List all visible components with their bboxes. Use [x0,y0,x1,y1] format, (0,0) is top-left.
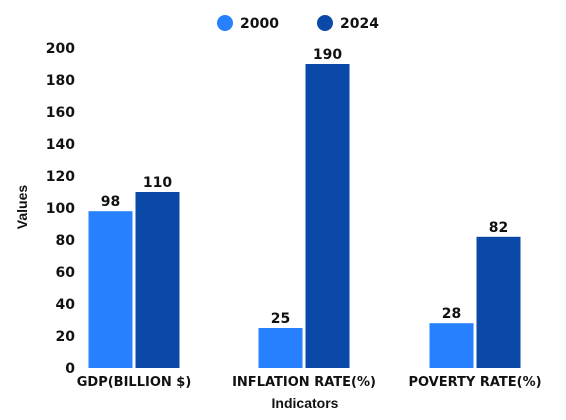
legend-label: 2000 [240,16,279,32]
y-tick-label: 40 [56,297,76,313]
x-tick-label: GDP(BILLION $) [77,375,192,390]
bars [88,64,521,368]
legend-swatch-2024 [317,15,333,31]
legend: 2000 2024 [217,15,379,32]
data-labels: 98 110 25 190 28 82 [101,47,508,327]
y-tick-label: 80 [56,233,76,249]
x-axis-title: Indicators [272,395,339,411]
y-tick-label: 120 [46,169,75,185]
bar-2000-1 [258,328,303,368]
data-label: 82 [489,220,508,236]
legend-label: 2024 [340,16,379,32]
bar-2024-2 [476,236,521,368]
data-label: 98 [101,194,120,210]
bar-2024-1 [305,64,350,368]
y-tick-label: 0 [65,361,75,377]
y-tick-label: 100 [46,201,75,217]
y-tick-label: 160 [46,105,75,121]
x-tick-label: POVERTY RATE(%) [408,375,541,390]
y-axis-ticks: 0 20 40 60 80 100 120 140 160 180 200 [46,41,75,377]
y-tick-label: 180 [46,73,75,89]
y-tick-label: 20 [56,329,76,345]
y-tick-label: 200 [46,41,75,57]
y-axis-title: Values [14,185,30,230]
data-label: 25 [271,311,290,327]
bar-2024-0 [135,192,180,368]
y-tick-label: 140 [46,137,75,153]
data-label: 190 [313,47,342,63]
data-label: 110 [143,175,172,191]
legend-swatch-2000 [217,15,233,31]
x-tick-label: INFLATION RATE(%) [232,375,376,390]
bar-2000-0 [88,211,133,368]
bar-2000-2 [429,323,474,368]
y-tick-label: 60 [56,265,76,281]
data-label: 28 [442,306,461,322]
x-axis-ticks: GDP(BILLION $) INFLATION RATE(%) POVERTY R… [77,375,542,390]
